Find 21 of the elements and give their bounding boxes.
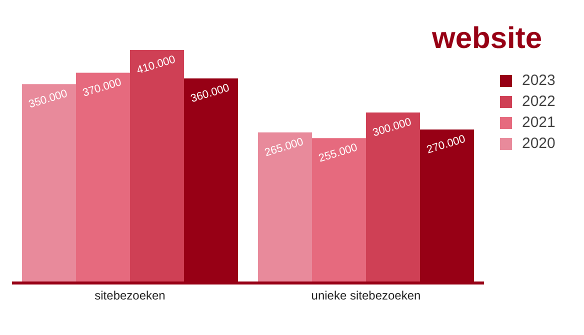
chart-title: website <box>432 22 542 56</box>
x-tick-label: sitebezoeken <box>94 288 166 303</box>
data-label: 410.000 <box>135 54 177 77</box>
bar <box>312 138 366 283</box>
x-tick-label: unieke sitebezoeken <box>311 288 421 303</box>
legend-label: 2022 <box>522 93 556 110</box>
data-label: 370.000 <box>81 76 123 100</box>
bar <box>22 84 76 283</box>
data-label: 360.000 <box>189 82 231 106</box>
data-label: 270.000 <box>425 133 467 156</box>
legend-label: 2020 <box>522 135 556 152</box>
data-label: 350.000 <box>27 88 69 111</box>
data-label: 255.000 <box>317 142 359 165</box>
bar <box>258 132 312 283</box>
bar <box>130 50 184 283</box>
legend-label: 2023 <box>522 72 556 89</box>
bar <box>366 112 420 283</box>
bar <box>76 72 130 283</box>
data-label: 300.000 <box>371 116 413 140</box>
data-label: 265.000 <box>263 136 305 160</box>
legend-label: 2021 <box>522 114 556 131</box>
